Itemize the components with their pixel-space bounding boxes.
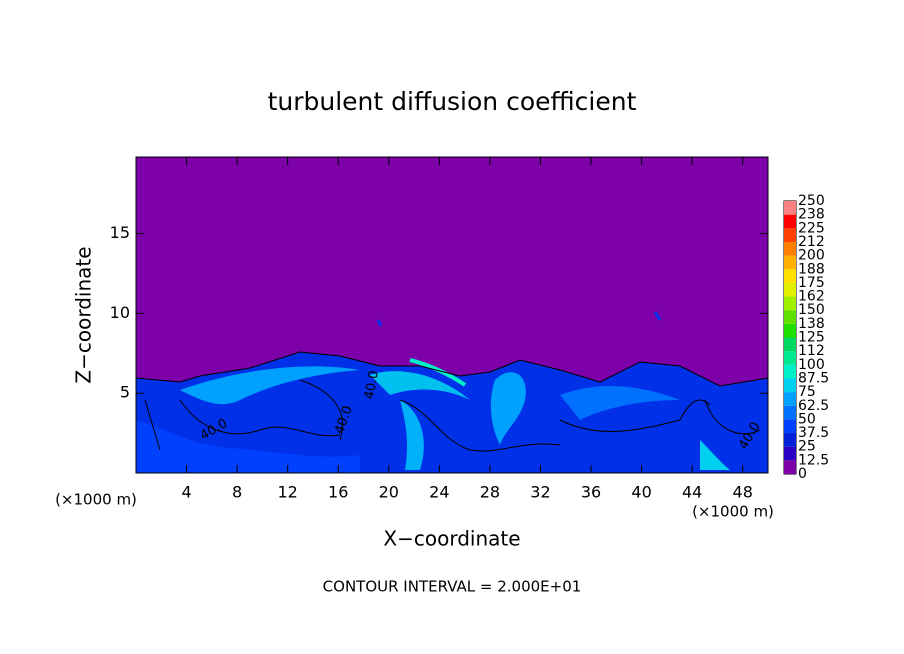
colorbar-band (784, 337, 796, 352)
footnote: CONTOUR INTERVAL = 2.000E+01 (323, 578, 582, 596)
colorbar-tick-label: 200 (798, 248, 825, 264)
colorbar-band (784, 364, 796, 379)
x-axis-label: X−coordinate (383, 527, 520, 551)
colorbar-band (784, 405, 796, 420)
colorbar-band (784, 296, 796, 311)
colorbar-tick-label: 238 (798, 207, 825, 223)
x-tick-label: 8 (232, 483, 242, 502)
colorbar-band (784, 201, 796, 215)
colorbar-band (784, 214, 796, 229)
x-tick-label: 48 (733, 483, 753, 502)
colorbar-tick-label: 87.5 (798, 370, 829, 386)
x-tick-label: 28 (480, 483, 500, 502)
colorbar-band (784, 282, 796, 297)
colorbar-band (784, 323, 796, 338)
colorbar-tick-label: 75 (798, 384, 816, 400)
colorbar-tick-label: 50 (798, 411, 816, 427)
colorbar-tick-label: 162 (798, 289, 825, 305)
x-tick-label: 20 (379, 483, 399, 502)
colorbar-band (784, 419, 796, 434)
colorbar-band (784, 446, 796, 461)
x-tick-label: 16 (328, 483, 348, 502)
colorbar-tick-label: 212 (798, 234, 825, 250)
colorbar-band (784, 433, 796, 447)
chart-title: turbulent diffusion coefficient (268, 87, 637, 116)
colorbar-tick-label: 225 (798, 220, 825, 236)
colorbar-tick-label: 100 (798, 357, 825, 373)
colorbar-band (784, 241, 796, 256)
colorbar-tick-label: 112 (798, 343, 825, 359)
y-tick-label: 10 (110, 303, 130, 322)
colorbar-tick-label: 37.5 (798, 425, 829, 441)
colorbar-tick-label: 250 (798, 193, 825, 209)
colorbar-tick-label: 175 (798, 275, 825, 291)
colorbar-tick-label: 0 (798, 466, 807, 482)
colorbar-band (784, 460, 796, 474)
colorbar-tick-label: 62.5 (798, 398, 829, 414)
contour-label: 40.0 (362, 369, 382, 400)
x-unit: (×1000 m) (55, 491, 137, 509)
colorbar-band (784, 378, 796, 393)
x-tick-label: 44 (682, 483, 702, 502)
x-tick-label: 12 (278, 483, 298, 502)
y-axis-label: Z−coordinate (72, 246, 96, 383)
x-tick-label: 40 (631, 483, 651, 502)
contour-field: 40.0 40.040.040.0 (135, 157, 769, 473)
plot-frame (135, 156, 769, 474)
x-tick-label: 4 (181, 483, 191, 502)
colorbar-band (784, 310, 796, 324)
y-tick-label: 5 (120, 383, 130, 402)
colorbar-band (784, 228, 796, 242)
colorbar-tick-label: 125 (798, 330, 825, 346)
x-tick-label: 32 (530, 483, 550, 502)
colorbar-tick-label: 138 (798, 316, 825, 332)
colorbar-band (784, 269, 796, 283)
colorbar-band (784, 392, 796, 406)
colorbar-band (784, 255, 796, 270)
x-unit: (×1000 m) (692, 503, 774, 521)
y-tick-label: 15 (110, 223, 130, 242)
colorbar-tick-label: 150 (798, 302, 825, 318)
x-tick-label: 36 (581, 483, 601, 502)
x-tick-label: 24 (429, 483, 449, 502)
colorbar-band (784, 351, 796, 365)
colorbar-tick-label: 188 (798, 261, 825, 277)
colorbar-tick-label: 12.5 (798, 452, 829, 468)
colorbar-tick-label: 25 (798, 439, 816, 455)
